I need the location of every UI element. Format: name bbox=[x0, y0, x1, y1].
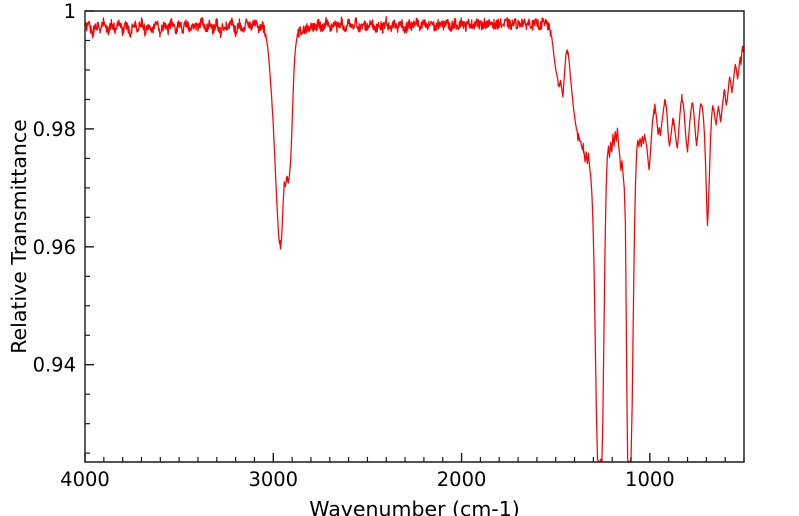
x-tick-label: 2000 bbox=[437, 468, 487, 491]
y-tick-label: 0.96 bbox=[33, 236, 76, 259]
x-axis-ticks bbox=[84, 453, 745, 462]
x-tick-label: 1000 bbox=[625, 468, 675, 491]
y-tick-label: 1 bbox=[64, 0, 76, 23]
x-tick-label: 4000 bbox=[60, 468, 110, 491]
spectrum-trace bbox=[84, 15, 745, 463]
y-axis-ticks bbox=[85, 10, 94, 454]
y-axis-title: Relative Transmittance bbox=[7, 119, 31, 354]
x-tick-label: 3000 bbox=[248, 468, 298, 491]
axis-frame bbox=[84, 10, 745, 463]
y-tick-label: 0.94 bbox=[33, 354, 76, 377]
y-tick-label: 0.98 bbox=[33, 118, 76, 141]
x-axis-title: Wavenumber (cm-1) bbox=[309, 497, 519, 516]
